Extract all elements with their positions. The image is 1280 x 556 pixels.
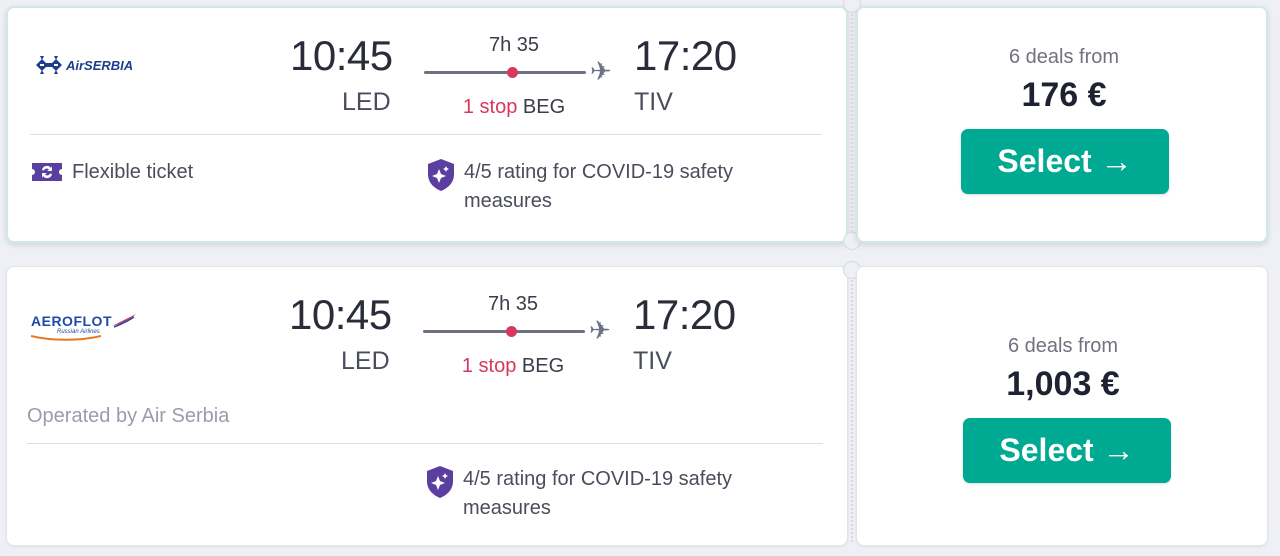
select-button[interactable]: Select → [961,129,1169,194]
flight-result-1[interactable]: AirSERBIA 10:45 LED 7h 35 ✈ 1 stop BEG 1… [0,0,1280,252]
covid-rating-badge[interactable]: 4/5 rating for COVID-19 safety measures [425,465,732,523]
deals-count: 6 deals from [1007,335,1119,357]
flexible-ticket-label: Flexible ticket [72,161,194,183]
shield-icon [426,158,456,201]
aeroflot-swoosh-icon [31,335,101,341]
covid-rating-line-1: 4/5 rating for COVID-19 safety [464,161,734,183]
operated-by: Operated by Air Serbia [27,405,230,427]
depart-time: 10:45 [290,32,393,79]
plane-icon: ✈ [590,56,612,86]
ticket-perforation [851,280,853,542]
ticket-perforation [851,14,853,236]
depart-airport-code: LED [341,347,390,375]
covid-rating-line-2: measures [464,190,552,212]
itinerary-card[interactable]: AEROFLOT Russian Airlines 10:45 LED 7h 3… [6,266,848,546]
air-serbia-logo: AirSERBIA [34,54,133,76]
stops-count: 1 stop [461,355,517,377]
arrive-time: 17:20 [633,291,736,338]
arrive-time: 17:20 [634,32,737,79]
aeroflot-logo: AEROFLOT Russian Airlines [31,313,136,341]
depart-time: 10:45 [289,291,392,338]
stop-airport-code: BEG [522,96,566,118]
stops-info[interactable]: 1 stop BEG [413,355,613,378]
stop-dot [506,326,517,337]
divider [27,443,823,444]
covid-rating-line-1: 4/5 rating for COVID-19 safety [463,468,733,490]
flexible-ticket-badge[interactable]: Flexible ticket [30,158,193,195]
deals-count: 6 deals from [1008,46,1120,68]
select-button[interactable]: Select → [963,418,1171,483]
flexible-ticket-icon [30,158,64,195]
airline-subtitle: Russian Airlines [57,329,100,335]
price-card: 6 deals from 1,003 € Select → [856,266,1268,546]
price-card: 6 deals from 176 € Select → [856,6,1268,243]
price: 176 € [1021,76,1107,114]
covid-rating-line-2: measures [463,497,551,519]
price: 1,003 € [1006,365,1120,403]
stops-count: 1 stop [462,96,518,118]
route-line [423,330,585,333]
stops-info[interactable]: 1 stop BEG [414,96,614,119]
shield-icon [425,465,455,508]
divider [30,134,822,135]
covid-rating-badge[interactable]: 4/5 rating for COVID-19 safety measures [426,158,733,216]
air-serbia-emblem-icon [36,56,62,74]
aeroflot-wing-icon [112,314,136,328]
airline-name: AEROFLOT [31,313,112,329]
arrive-airport-code: TIV [634,88,673,116]
route-line [424,71,586,74]
stop-airport-code: BEG [521,355,565,377]
flight-duration: 7h 35 [487,293,539,315]
flight-result-2[interactable]: AEROFLOT Russian Airlines 10:45 LED 7h 3… [0,261,1280,556]
itinerary-card[interactable]: AirSERBIA 10:45 LED 7h 35 ✈ 1 stop BEG 1… [6,6,848,243]
depart-airport-code: LED [342,88,391,116]
flight-duration: 7h 35 [488,34,540,56]
stop-dot [507,67,518,78]
arrive-airport-code: TIV [633,347,672,375]
plane-icon: ✈ [589,315,611,345]
airline-name: AirSERBIA [66,57,134,73]
